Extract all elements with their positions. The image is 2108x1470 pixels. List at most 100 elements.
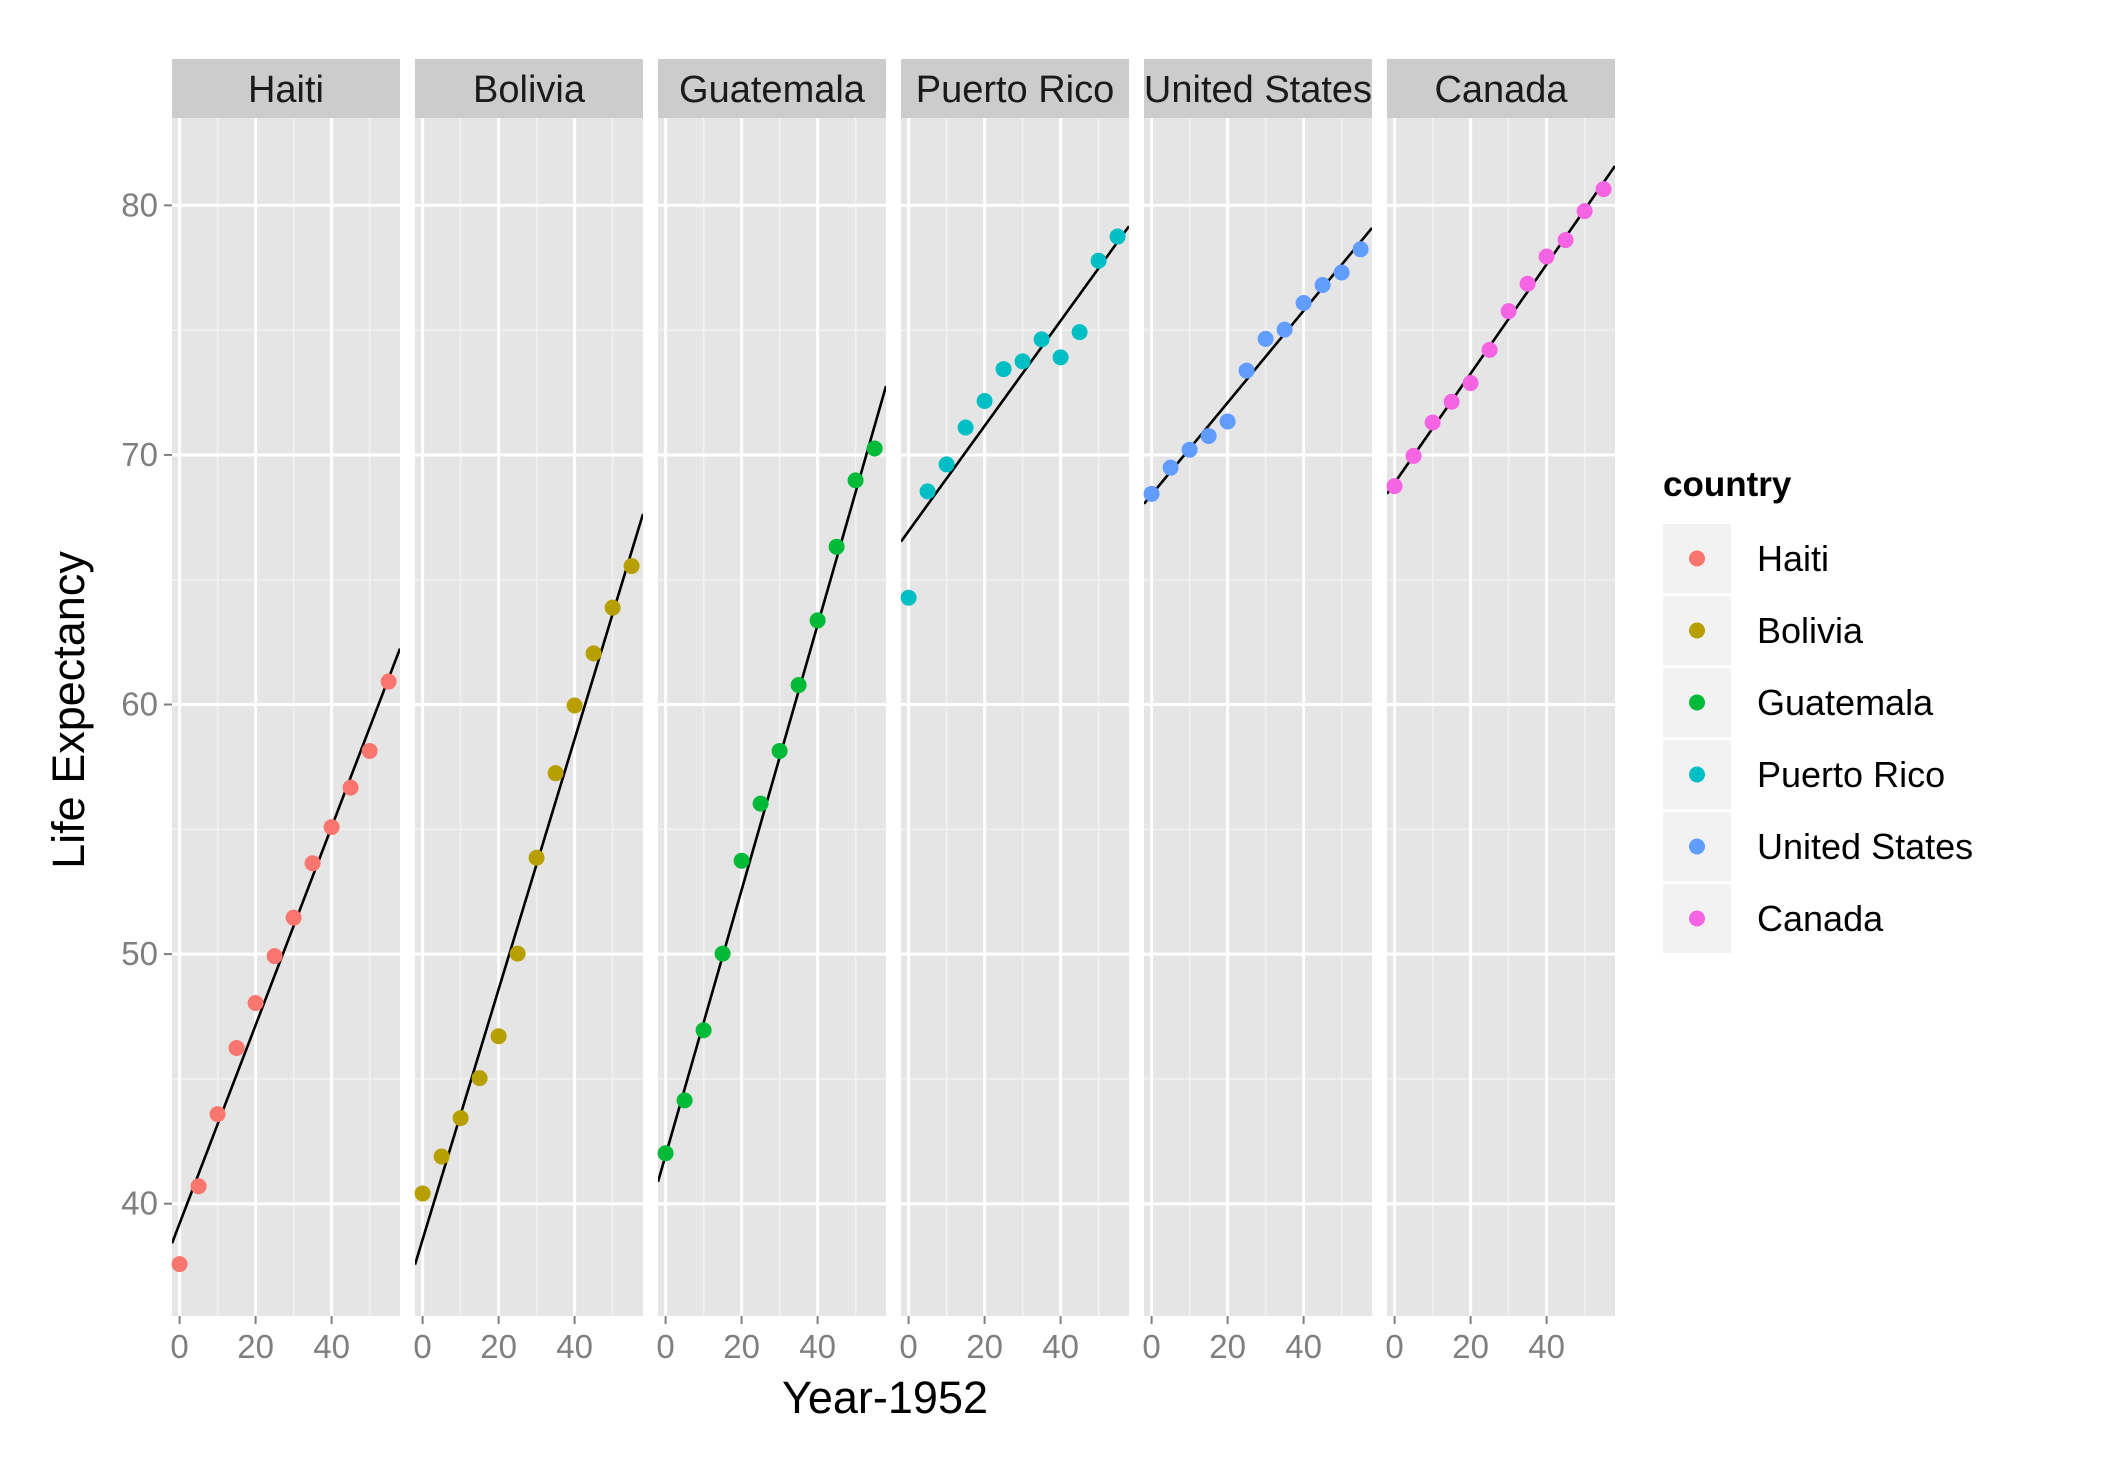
data-point: [714, 945, 731, 962]
data-point: [1238, 362, 1255, 379]
data-point: [361, 742, 378, 759]
fit-line: [1387, 165, 1615, 495]
data-point: [1295, 294, 1312, 311]
data-point: [900, 589, 917, 606]
panel-background: [415, 118, 643, 1316]
panel-background: [658, 118, 886, 1316]
legend-title: country: [1663, 465, 1792, 504]
panel-background: [1144, 118, 1372, 1316]
facet-panel-bolivia: Bolivia 0 20 40: [413, 59, 643, 1365]
data-point: [938, 456, 955, 473]
data-point: [1333, 264, 1350, 281]
x-tick-label: 40: [313, 1328, 350, 1365]
data-point: [171, 1256, 188, 1273]
data-point: [1576, 203, 1593, 220]
panel-background: [172, 118, 400, 1316]
legend-item-canada: Canada: [1663, 884, 1884, 953]
x-tick-label: 20: [1452, 1328, 1489, 1365]
y-tick-label: 60: [121, 686, 158, 723]
data-point: [623, 558, 640, 575]
data-point: [1424, 414, 1441, 431]
data-point: [752, 795, 769, 812]
data-point: [976, 393, 993, 410]
data-point: [190, 1178, 207, 1195]
data-point: [676, 1092, 693, 1109]
data-point: [1386, 478, 1403, 495]
data-point: [1500, 303, 1517, 320]
legend-item-puerto-rico: Puerto Rico: [1663, 740, 1945, 809]
data-point: [304, 855, 321, 872]
facet-panel-guatemala: Guatemala 0 20 40: [656, 59, 886, 1365]
data-point: [1538, 248, 1555, 265]
data-point: [471, 1070, 488, 1087]
data-point: [414, 1185, 431, 1202]
legend-item-guatemala: Guatemala: [1663, 668, 1934, 737]
legend-key-point: [1689, 550, 1705, 567]
data-point: [585, 645, 602, 662]
data-point: [604, 599, 621, 616]
data-point: [1481, 341, 1498, 358]
facet-strip-label: United States: [1144, 69, 1372, 111]
x-tick-label: 0: [899, 1328, 917, 1365]
data-point: [828, 538, 845, 555]
data-point: [1200, 427, 1217, 444]
facet-strip: [1144, 59, 1372, 118]
y-tick-label: 70: [121, 436, 158, 473]
legend-key-point: [1689, 766, 1705, 783]
data-point: [809, 612, 826, 629]
data-point: [1181, 441, 1198, 458]
data-point: [509, 945, 526, 962]
facet-strip: [172, 59, 400, 118]
facet-strip-label: Guatemala: [679, 69, 866, 111]
legend-key-point: [1689, 694, 1705, 711]
y-tick-label: 40: [121, 1185, 158, 1222]
fit-line: [172, 648, 400, 1244]
data-point: [452, 1110, 469, 1127]
legend-key-point: [1689, 622, 1705, 639]
legend-item-bolivia: Bolivia: [1663, 596, 1864, 665]
data-point: [490, 1028, 507, 1045]
data-point: [247, 995, 264, 1012]
data-point: [266, 948, 283, 965]
facet-strip: [901, 59, 1129, 118]
data-point: [1162, 459, 1179, 476]
legend-keys: Haiti Bolivia Guatemala Puerto Rico United S…: [1663, 524, 1973, 953]
data-point: [695, 1022, 712, 1039]
data-point: [733, 852, 750, 869]
x-tick-label: 0: [413, 1328, 431, 1365]
facet-strip: [1387, 59, 1615, 118]
x-tick-label: 40: [799, 1328, 836, 1365]
data-point: [433, 1148, 450, 1165]
y-tick-label: 50: [121, 935, 158, 972]
data-point: [528, 849, 545, 866]
data-point: [1519, 275, 1536, 292]
legend-item-haiti: Haiti: [1663, 524, 1829, 593]
fit-line: [415, 513, 643, 1266]
facet-strip-label: Puerto Rico: [916, 69, 1115, 111]
facet-strip: [658, 59, 886, 118]
facet-panel-puerto-rico: Puerto Rico 0 20 40: [899, 59, 1129, 1365]
data-point: [1443, 393, 1460, 410]
data-point: [1143, 485, 1160, 502]
x-tick-label: 40: [556, 1328, 593, 1365]
data-point: [657, 1145, 674, 1162]
facet-strip-label: Canada: [1434, 69, 1568, 111]
x-tick-label: 20: [966, 1328, 1003, 1365]
facet-strip-label: Bolivia: [473, 69, 586, 111]
x-tick-label: 40: [1528, 1328, 1565, 1365]
legend-label: Puerto Rico: [1757, 754, 1945, 795]
data-point: [1071, 324, 1088, 341]
data-point: [1352, 241, 1369, 258]
data-point: [1109, 228, 1126, 245]
data-point: [1405, 447, 1422, 464]
data-point: [1033, 331, 1050, 348]
legend-label: United States: [1757, 826, 1973, 867]
data-point: [957, 419, 974, 436]
data-point: [1257, 330, 1274, 347]
x-tick-label: 0: [170, 1328, 188, 1365]
data-point: [547, 765, 564, 782]
x-tick-label: 0: [1385, 1328, 1403, 1365]
legend-label: Haiti: [1757, 538, 1829, 579]
data-point: [847, 472, 864, 489]
facet-panel-united-states: United States 0 20 40: [1142, 59, 1372, 1365]
